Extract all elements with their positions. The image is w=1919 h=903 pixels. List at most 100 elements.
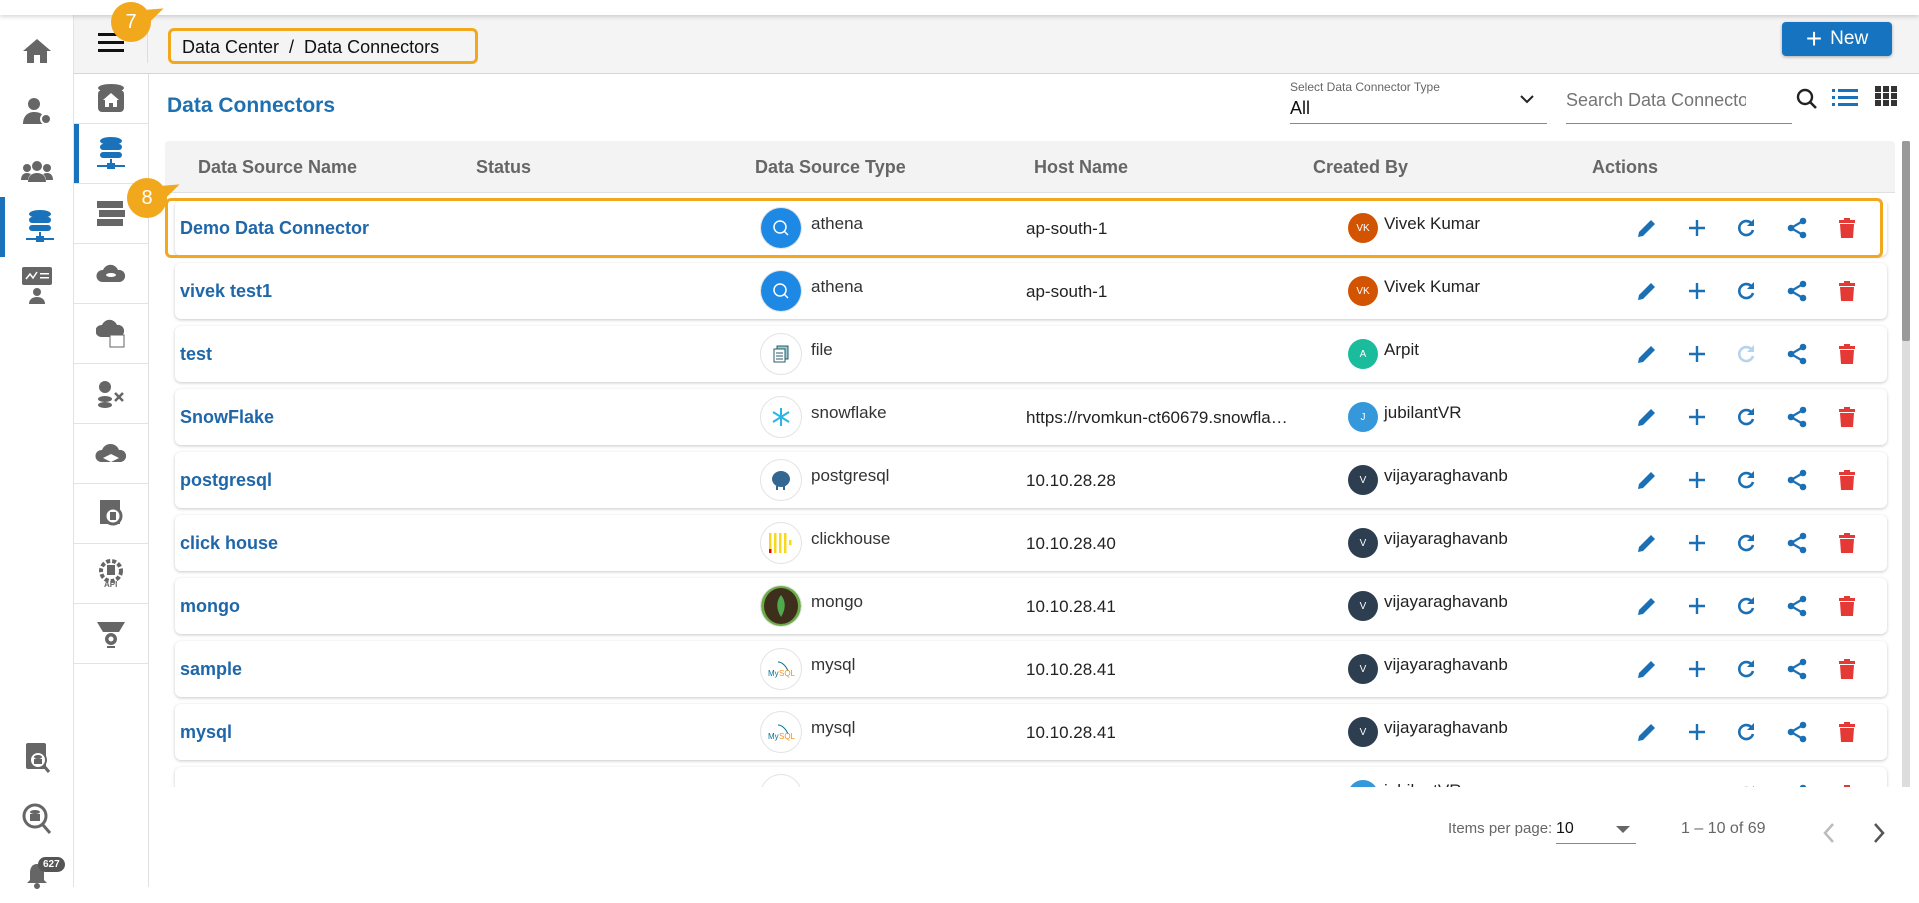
add-icon[interactable] [1685,342,1709,366]
refresh-icon[interactable] [1734,657,1758,681]
edit-icon[interactable] [1635,279,1659,303]
data-source-name-link[interactable]: mysql [180,722,233,742]
edit-icon[interactable] [1635,783,1659,787]
add-icon[interactable] [1685,657,1709,681]
data-source-name-link[interactable]: mongo [180,596,240,616]
data-source-name-link[interactable]: sample [180,659,243,679]
share-icon[interactable] [1785,342,1809,366]
delete-icon[interactable] [1835,531,1859,555]
previous-page-icon[interactable] [1822,822,1836,844]
refresh-icon[interactable] [1734,468,1758,492]
users-group-icon[interactable] [0,143,74,199]
delete-icon[interactable] [1835,720,1859,744]
column-header-type[interactable]: Data Source Type [755,157,906,177]
share-icon[interactable] [1785,783,1809,787]
share-icon[interactable] [1785,468,1809,492]
refresh-icon[interactable] [1734,594,1758,618]
notifications-icon[interactable] [0,847,74,903]
add-icon[interactable] [1685,279,1709,303]
list-view-icon[interactable] [1832,87,1858,107]
next-page-icon[interactable] [1872,822,1886,844]
delete-icon[interactable] [1835,279,1859,303]
edit-icon[interactable] [1635,468,1659,492]
table-row[interactable]: Demo Data Connector athena ap-south-1 VK Viv… [175,200,1887,256]
data-connectors-icon[interactable] [74,124,148,184]
menu-toggle-icon[interactable] [98,33,124,55]
share-icon[interactable] [1785,720,1809,744]
data-pipeline-icon[interactable] [74,484,148,544]
refresh-icon[interactable] [1734,342,1758,366]
search-input[interactable] [1566,90,1746,111]
items-per-page-select[interactable]: 10 [1556,814,1636,844]
breadcrumb[interactable]: Data Center / Data Connectors [168,28,478,64]
data-as-api-icon[interactable] [74,244,148,304]
add-icon[interactable] [1685,531,1709,555]
data-prep-icon[interactable] [74,364,148,424]
table-row[interactable]: vivek test1 athena ap-south-1 VK Vivek Kumar [175,263,1887,319]
add-icon[interactable] [1685,468,1709,492]
table-row[interactable]: test file A Arpit [175,326,1887,382]
data-source-name-link[interactable]: Demo Data Connector [180,218,370,238]
data-sets-icon[interactable] [74,184,148,244]
grid-view-icon[interactable] [1875,86,1897,106]
connector-type-select[interactable]: Select Data Connector Type All [1290,80,1547,124]
new-button[interactable]: + New [1782,22,1892,56]
user-settings-icon[interactable] [0,83,74,139]
share-icon[interactable] [1785,594,1809,618]
edit-icon[interactable] [1635,720,1659,744]
share-icon[interactable] [1785,405,1809,429]
share-icon[interactable] [1785,279,1809,303]
data-search-icon[interactable] [0,791,74,847]
data-sink-icon[interactable] [74,604,148,664]
cloud-data-icon[interactable] [74,424,148,484]
table-scrollbar[interactable] [1902,141,1910,787]
refresh-icon[interactable] [1734,405,1758,429]
delete-icon[interactable] [1835,783,1859,787]
data-center-home-icon[interactable] [74,74,148,124]
scrollbar-thumb[interactable] [1902,141,1910,341]
edit-icon[interactable] [1635,342,1659,366]
add-icon[interactable] [1685,720,1709,744]
data-center-icon[interactable] [0,197,74,257]
data-source-name-link[interactable]: postgresql [180,470,273,490]
data-source-name-link[interactable]: SnowFlake [180,407,275,427]
refresh-icon[interactable] [1734,531,1758,555]
share-icon[interactable] [1785,531,1809,555]
edit-icon[interactable] [1635,594,1659,618]
edit-icon[interactable] [1635,216,1659,240]
delete-icon[interactable] [1835,216,1859,240]
data-source-name-link[interactable]: test [180,344,213,364]
edit-icon[interactable] [1635,531,1659,555]
search-field[interactable] [1566,80,1792,124]
api-icon[interactable]: API [74,544,148,604]
add-icon[interactable] [1685,594,1709,618]
home-icon[interactable] [0,23,74,79]
delete-icon[interactable] [1835,657,1859,681]
column-header-status[interactable]: Status [476,157,532,177]
share-icon[interactable] [1785,657,1809,681]
refresh-icon[interactable] [1734,783,1758,787]
data-sandbox-icon[interactable] [74,304,148,364]
data-catalog-icon[interactable] [0,730,74,786]
edit-icon[interactable] [1635,405,1659,429]
add-icon[interactable] [1685,216,1709,240]
refresh-icon[interactable] [1734,216,1758,240]
delete-icon[interactable] [1835,468,1859,492]
delete-icon[interactable] [1835,594,1859,618]
data-source-name-link[interactable]: vivek test1 [180,281,273,301]
add-icon[interactable] [1685,783,1709,787]
data-science-icon[interactable] [0,257,74,313]
column-header-host[interactable]: Host Name [1034,157,1129,177]
add-icon[interactable] [1685,405,1709,429]
refresh-icon[interactable] [1734,279,1758,303]
column-header-created-by[interactable]: Created By [1313,157,1409,177]
share-icon[interactable] [1785,216,1809,240]
delete-icon[interactable] [1835,342,1859,366]
table-row[interactable]: SnowFlake snowflake https://rvomkun-ct6067… [175,389,1887,445]
